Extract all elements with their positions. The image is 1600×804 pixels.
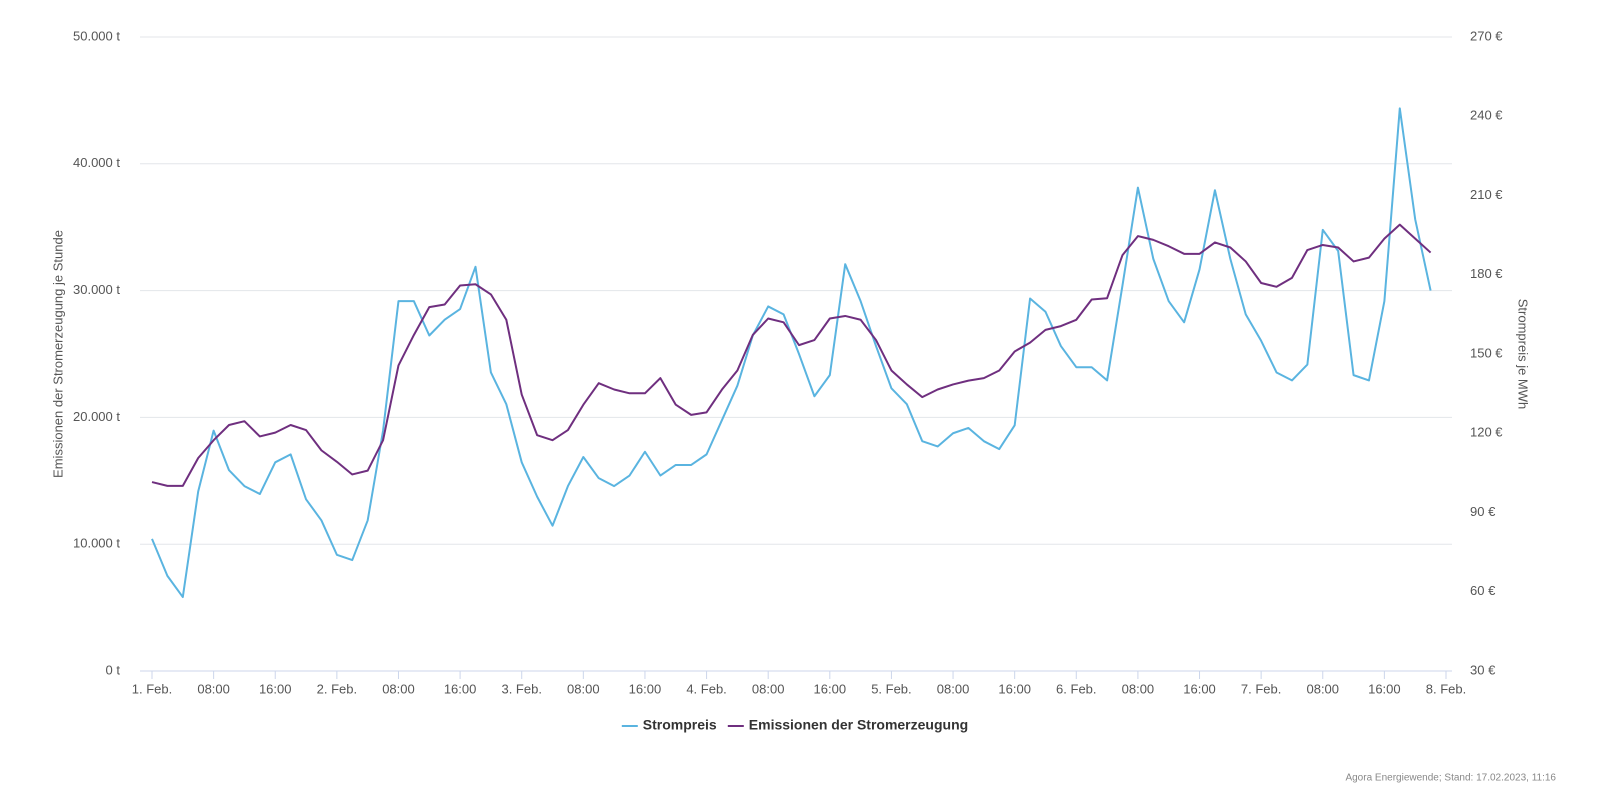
x-tick-label: 6. Feb. xyxy=(1056,681,1096,696)
line-series xyxy=(151,223,1432,487)
legend-label: Emissionen der Stromerzeugung xyxy=(749,717,968,733)
y-tick-label: 20.000 t xyxy=(73,409,120,424)
y-tick-label: 50.000 t xyxy=(73,28,120,43)
y-tick-label: 30.000 t xyxy=(73,282,120,297)
x-tick-label: 16:00 xyxy=(1368,681,1401,696)
x-tick-label: 5. Feb. xyxy=(871,681,911,696)
y-tick-label: 40.000 t xyxy=(73,155,120,170)
y2-tick-label: 90 € xyxy=(1470,504,1496,519)
y2-tick-label: 210 € xyxy=(1470,187,1503,202)
x-tick-label: 7. Feb. xyxy=(1241,681,1281,696)
x-tick-label: 16:00 xyxy=(998,681,1031,696)
y2-tick-label: 270 € xyxy=(1470,28,1503,43)
x-tick-label: 08:00 xyxy=(382,681,415,696)
line-series xyxy=(151,107,1432,599)
x-tick-label: 16:00 xyxy=(629,681,662,696)
legend-label: Strompreis xyxy=(643,717,717,733)
x-tick-label: 1. Feb. xyxy=(132,681,172,696)
x-tick-label: 08:00 xyxy=(1122,681,1155,696)
x-tick-label: 16:00 xyxy=(1183,681,1216,696)
y2-tick-label: 180 € xyxy=(1470,266,1503,281)
x-tick-label: 4. Feb. xyxy=(686,681,726,696)
x-tick-label: 16:00 xyxy=(814,681,847,696)
x-tick-label: 16:00 xyxy=(259,681,292,696)
y2-axis-title: Strompreis je MWh xyxy=(1516,299,1531,410)
y2-tick-label: 150 € xyxy=(1470,345,1503,360)
y-tick-label: 10.000 t xyxy=(73,536,120,551)
y2-tick-label: 30 € xyxy=(1470,662,1496,677)
x-tick-label: 08:00 xyxy=(567,681,600,696)
y2-tick-label: 60 € xyxy=(1470,583,1496,598)
x-tick-label: 2. Feb. xyxy=(317,681,357,696)
y2-tick-label: 120 € xyxy=(1470,425,1503,440)
y-tick-label: 0 t xyxy=(106,662,121,677)
x-tick-label: 3. Feb. xyxy=(501,681,541,696)
y2-tick-label: 240 € xyxy=(1470,108,1503,123)
x-tick-label: 16:00 xyxy=(444,681,477,696)
x-tick-label: 08:00 xyxy=(1306,681,1339,696)
x-tick-label: 08:00 xyxy=(937,681,970,696)
x-tick-label: 08:00 xyxy=(197,681,230,696)
x-tick-label: 08:00 xyxy=(752,681,785,696)
source: Agora Energiewende; Stand: 17.02.2023, 1… xyxy=(1345,773,1556,784)
y-axis-title: Emissionen der Stromerzeugung je Stunde xyxy=(50,230,65,478)
x-tick-label: 8. Feb. xyxy=(1426,681,1466,696)
